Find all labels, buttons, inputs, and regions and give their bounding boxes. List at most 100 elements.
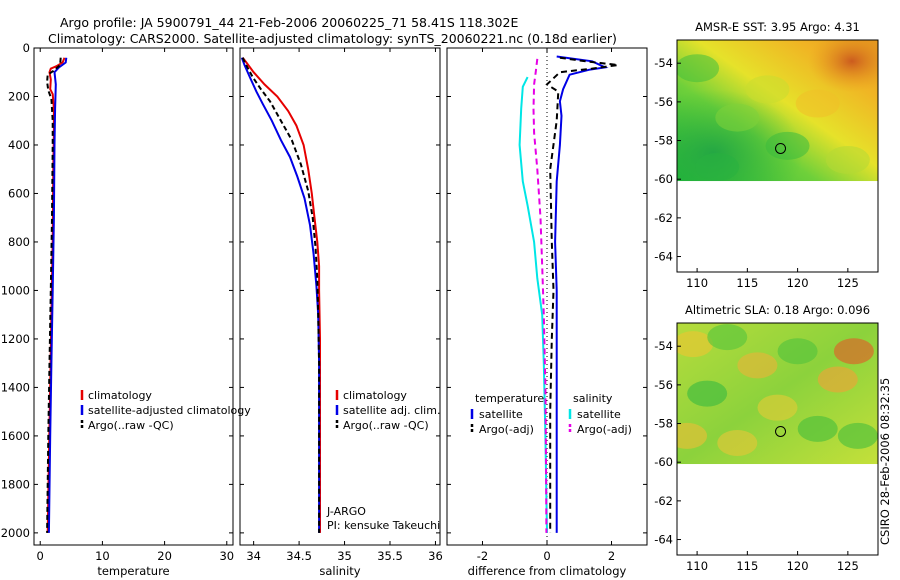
sst-patch [677,54,720,83]
map-x-tick-label: 110 [686,276,708,290]
sla-patch [837,422,878,449]
timestamp-stamp: CSIRO 28-Feb-2006 08:32:35 [878,378,892,545]
sst-patch [715,103,760,132]
map-y-tick-label: -58 [654,417,673,431]
series-line-argo-raw-qc- [241,57,321,533]
x-tick-label: 35.5 [377,549,403,563]
map-x-tick-label: 120 [787,559,809,573]
legend-label: Argo(..raw -QC) [343,419,429,432]
series-line-climatology [241,57,321,533]
sla-patch [737,352,778,379]
float-position-marker [775,425,787,437]
legend-group-title: temperature [475,392,544,405]
sla-patch [707,324,748,351]
legend-label: satellite [577,408,621,421]
sst-field [677,40,878,182]
map-y-tick-label: -62 [654,494,673,508]
map-y-tick-label: -54 [654,339,673,353]
map-x-tick-label: 125 [837,276,859,290]
x-tick-label: 34.5 [286,549,312,563]
sla-field [677,323,878,465]
y-tick-label: 1800 [1,477,30,491]
sla-patch [677,422,708,449]
sla-map-panel: Altimetric SLA: 0.18 Argo: 0.096 110 115 12… [654,303,879,573]
map-x-tick-label: 110 [686,559,708,573]
sla-patch [757,394,798,421]
x-tick-label: 10 [95,549,110,563]
map-y-tick-label: -56 [654,378,673,392]
map-y-tick-label: -62 [654,211,673,225]
map-y-tick-label: -60 [654,172,673,186]
annotation-label: J-ARGO [326,505,366,518]
legend-label: Argo(-adj) [479,423,534,436]
salinity-panel: 34 34.5 35 35.5 36 salinity climatology satelli… [239,47,443,578]
x-axis-label: salinity [319,564,360,578]
map-title: AMSR-E SST: 3.95 Argo: 4.31 [695,20,860,34]
y-tick-label: 800 [8,235,30,249]
legend-label: climatology [88,389,152,402]
legend-label: satellite [479,408,523,421]
x-tick-label: -2 [477,549,488,563]
map-x-tick-label: 115 [736,559,758,573]
sst-patch [765,131,810,160]
y-tick-label: 1000 [1,283,30,297]
sst-map-panel: AMSR-E SST: 3.95 Argo: 4.31 110 115 120 125 -… [654,20,879,290]
y-tick-label: 1600 [1,429,30,443]
map-x-tick-label: 125 [837,559,859,573]
series-line-satellite-adj-clim- [240,57,321,533]
float-position-marker [775,142,787,154]
sla-patch [797,415,838,442]
plot-frame [33,47,234,546]
y-tick-label: 2000 [1,526,30,540]
sla-patch [677,331,714,358]
x-axis-label: difference from climatology [468,564,627,578]
map-frame [676,39,879,273]
annotation-label: PI: kensuke Takeuchi [327,519,440,532]
map-frame [676,322,879,556]
sla-patch [817,366,858,393]
series-line-salinity-argo-adj- [532,58,548,533]
legend-label: Argo(..raw -QC) [88,419,174,432]
sst-patch [825,145,870,174]
y-tick-label: 600 [8,186,30,200]
map-x-tick-label: 115 [736,276,758,290]
sla-patch [777,338,818,365]
x-tick-label: 34 [246,549,261,563]
x-tick-label: 20 [157,549,172,563]
series-line-temperature-argo-adj- [545,56,619,533]
sst-patch [695,153,740,182]
series-line-argo-raw-qc- [46,57,62,533]
figure-title-line1: Argo profile: JA 5900791_44 21-Feb-2006 … [60,15,518,30]
map-y-tick-label: -64 [654,533,673,547]
x-tick-label: 2 [608,549,615,563]
sla-patch [717,429,758,456]
x-tick-label: 0 [543,549,550,563]
series-line-satellite-adjusted-climatology [47,57,68,533]
map-y-tick-label: -56 [654,95,673,109]
map-title: Altimetric SLA: 0.18 Argo: 0.096 [685,303,870,317]
x-tick-label: 30 [219,549,234,563]
sst-patch [745,75,790,104]
x-tick-label: 35 [337,549,352,563]
y-tick-label: 400 [8,138,30,152]
legend-group-title: salinity [573,392,613,405]
y-tick-label: 200 [8,89,30,103]
x-tick-label: 0 [37,549,44,563]
plot-frame [239,47,441,546]
series-line-temperature-satellite [554,55,609,533]
map-y-tick-label: -58 [654,134,673,148]
sla-patch [687,380,728,407]
map-y-tick-label: -54 [654,56,673,70]
legend-label: climatology [343,389,407,402]
legend-label: satellite adj. clim. [343,404,440,417]
series-line-salinity-satellite [518,76,548,533]
temperature-panel: 0 200 400 600 800 1000 1200 1400 1600 1800 2000 0 10… [1,41,252,578]
x-axis-label: temperature [97,564,169,578]
legend-label: satellite-adjusted climatology [88,404,251,417]
legend-label: Argo(-adj) [577,423,632,436]
sla-patch [833,338,874,365]
map-y-tick-label: -60 [654,455,673,469]
sst-patch [795,89,840,118]
